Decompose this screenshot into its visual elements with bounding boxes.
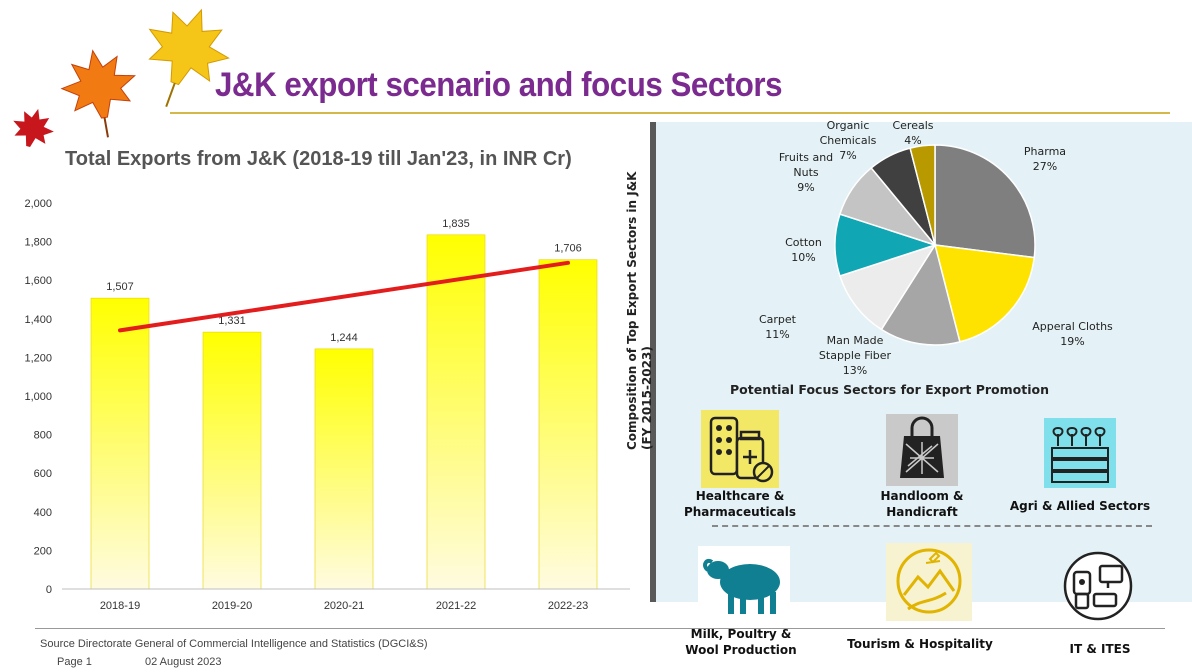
pie-label-pct: 7% <box>839 149 857 162</box>
y-tick-label: 800 <box>34 430 52 442</box>
pie-label-cereals: Cereals 4% <box>883 118 943 148</box>
y-tick-label: 2,000 <box>24 198 52 210</box>
y-tick-label: 1,600 <box>24 275 52 287</box>
pharma-icon <box>701 410 779 488</box>
pie-label-man-made-fiber: Man Made Stapple Fiber 13% <box>800 333 910 378</box>
pie-label-text: Man Made Stapple Fiber <box>818 334 892 362</box>
y-tick-label: 0 <box>46 584 52 596</box>
x-tick-label: 2021-22 <box>436 600 476 612</box>
x-tick-label: 2022-23 <box>548 600 588 612</box>
bar-chart-title: Total Exports from J&K (2018-19 till Jan… <box>65 148 572 170</box>
sector-label-line: Agri & Allied Sectors <box>1009 499 1151 513</box>
pie-label-pharma: Pharma 27% <box>1010 144 1080 174</box>
sector-label-milk: Milk, Poultry & Wool Production <box>680 626 802 658</box>
focus-sectors-panel <box>650 122 1192 602</box>
source-note: Source Directorate General of Commercial… <box>40 638 428 650</box>
pie-label-pct: 4% <box>904 134 922 147</box>
title-divider <box>170 112 1170 114</box>
sector-label-line: Pharmaceuticals <box>683 505 797 519</box>
bar <box>538 259 598 590</box>
yellow-leaf-icon <box>148 8 230 108</box>
page-date: 02 August 2023 <box>145 656 222 668</box>
sector-label-line: Wool Production <box>685 643 797 657</box>
y-tick-label: 1,200 <box>24 352 52 364</box>
sector-label-line: IT & ITES <box>1069 642 1131 656</box>
bar-data-label: 1,507 <box>106 281 134 293</box>
it-icon <box>1063 551 1133 621</box>
handloom-icon <box>886 414 958 486</box>
slide-title: J&K export scenario and focus Sectors <box>215 66 783 104</box>
bar-data-label: 1,706 <box>554 243 582 255</box>
sector-label-line: Handloom & <box>880 489 964 503</box>
sector-label-healthcare: Healthcare & Pharmaceuticals <box>680 488 800 520</box>
sector-label-line: Milk, Poultry & <box>690 627 792 641</box>
tourism-icon <box>886 543 972 621</box>
bar-data-label: 1,244 <box>330 332 358 344</box>
sheep-icon <box>698 546 790 622</box>
y-tick-label: 1,400 <box>24 314 52 326</box>
bar <box>90 297 150 590</box>
sector-label-agri: Agri & Allied Sectors <box>995 498 1165 514</box>
bar <box>314 348 374 590</box>
y-tick-label: 200 <box>34 545 52 557</box>
sector-label-line: Handicraft <box>886 505 958 519</box>
pie-label-text: Fruits and Nuts <box>778 151 834 179</box>
y-tick-label: 1,800 <box>24 237 52 249</box>
pie-label-text: Cotton <box>785 236 822 249</box>
bar <box>426 234 486 590</box>
trend-line <box>118 260 570 333</box>
sector-label-tourism: Tourism & Hospitality <box>830 636 1010 652</box>
sector-divider <box>712 525 1152 527</box>
x-tick-label: 2020-21 <box>324 600 364 612</box>
sector-label-handloom: Handloom & Handicraft <box>862 488 982 520</box>
y-tick-label: 1,000 <box>24 391 52 403</box>
pie-label-pct: 10% <box>791 251 816 264</box>
x-tick-label: 2019-20 <box>212 600 252 612</box>
orange-leaf-icon <box>60 49 136 138</box>
pie-label-carpet: Carpet 11% <box>750 312 805 342</box>
footer-divider <box>35 628 1165 629</box>
pie-chart-ylabel: Composition of Top Export Sectors in J&K… <box>625 171 654 450</box>
pie-label-text: Organic Chemicals <box>819 119 877 147</box>
bar-data-label: 1,835 <box>442 218 470 230</box>
pie-label-apparel: Apperal Cloths 19% <box>1020 319 1125 349</box>
y-tick-label: 400 <box>34 507 52 519</box>
pie-label-pct: 9% <box>797 181 815 194</box>
page-number: Page 1 <box>57 656 92 668</box>
pie-label-pct: 13% <box>842 364 868 377</box>
pie-label-text: Apperal Cloths <box>1032 320 1113 333</box>
bar-chart: 0 200 400 600 800 1,000 1,200 1,400 1,600 1,800 2,… <box>24 198 630 612</box>
x-tick-label: 2018-19 <box>100 600 140 612</box>
sector-label-line: Healthcare & <box>695 489 785 503</box>
bar <box>202 331 262 590</box>
pie-label-organic-chemicals: Organic Chemicals 7% <box>812 118 884 163</box>
pie-label-pct: 11% <box>765 328 790 341</box>
bar-data-label: 1,331 <box>218 315 246 327</box>
pie-label-text: Cereals <box>892 119 934 132</box>
agri-icon <box>1044 418 1116 488</box>
pie-label-pct: 19% <box>1060 335 1085 348</box>
pie-label-fruits-nuts: Fruits and Nuts 9% <box>770 150 842 195</box>
sector-label-it: IT & ITES <box>1045 641 1155 657</box>
focus-sectors-title: Potential Focus Sectors for Export Promo… <box>730 382 1050 397</box>
maple-leaves-logo <box>13 8 230 148</box>
y-tick-label: 600 <box>34 468 52 480</box>
pie-label-text: Pharma <box>1023 145 1067 158</box>
pie-label-cotton: Cotton 10% <box>776 235 831 265</box>
red-leaf-icon <box>13 108 54 148</box>
sector-label-line: Tourism & Hospitality <box>847 637 993 651</box>
pie-label-pct: 27% <box>1032 160 1058 173</box>
pie-label-text: Carpet <box>758 313 796 326</box>
